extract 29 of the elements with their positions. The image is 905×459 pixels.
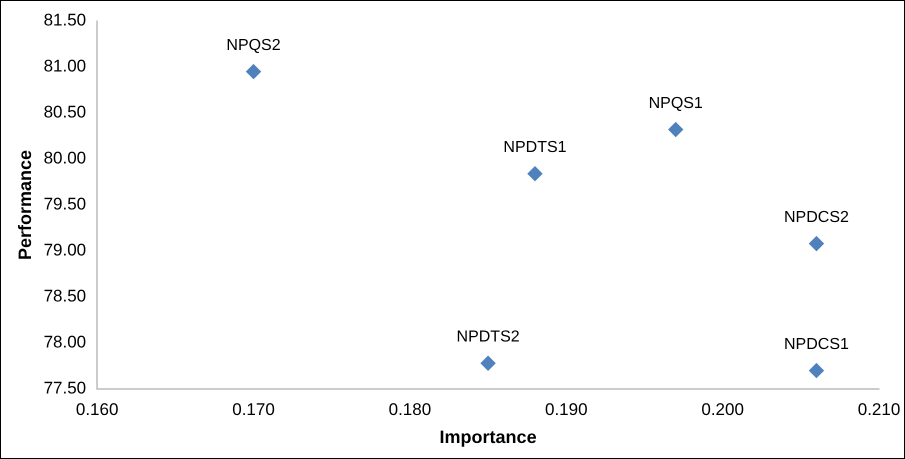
y-tick-label: 80.00 xyxy=(44,148,86,168)
annotation: NPDTS2 xyxy=(456,328,520,346)
y-tick-label: 77.50 xyxy=(44,378,86,398)
y-axis-title: Performance xyxy=(14,150,35,260)
point xyxy=(480,356,496,371)
point xyxy=(808,363,824,378)
y-tick-label: 80.50 xyxy=(44,102,86,122)
annotation: NPQS1 xyxy=(648,94,703,112)
y-tick-label: 79.00 xyxy=(44,240,86,260)
y-tick-label: 81.00 xyxy=(44,56,86,76)
x-tick-label: 0.190 xyxy=(544,400,588,419)
x-tick-label: 0.200 xyxy=(701,400,744,419)
point xyxy=(808,236,824,252)
x-tick-label: 0.210 xyxy=(858,400,900,419)
y-tick-label: 79.50 xyxy=(44,194,86,214)
point xyxy=(668,122,684,138)
y-tick-label: 81.50 xyxy=(44,10,86,30)
y-tick-label: 78.50 xyxy=(44,286,86,306)
annotation: NPDCS2 xyxy=(784,209,850,226)
x-tick-label: 0.170 xyxy=(232,400,275,419)
annotation: NPDCS1 xyxy=(784,336,850,354)
point xyxy=(527,166,542,182)
annotation: NPQS2 xyxy=(226,37,281,54)
x-axis-title: Importance xyxy=(440,427,537,448)
x-tick-label: 0.160 xyxy=(76,400,118,419)
y-tick-label: 78.00 xyxy=(44,332,86,352)
annotation: NPDTS1 xyxy=(503,139,567,156)
x-tick-label: 0.180 xyxy=(388,400,432,419)
point xyxy=(246,64,262,80)
